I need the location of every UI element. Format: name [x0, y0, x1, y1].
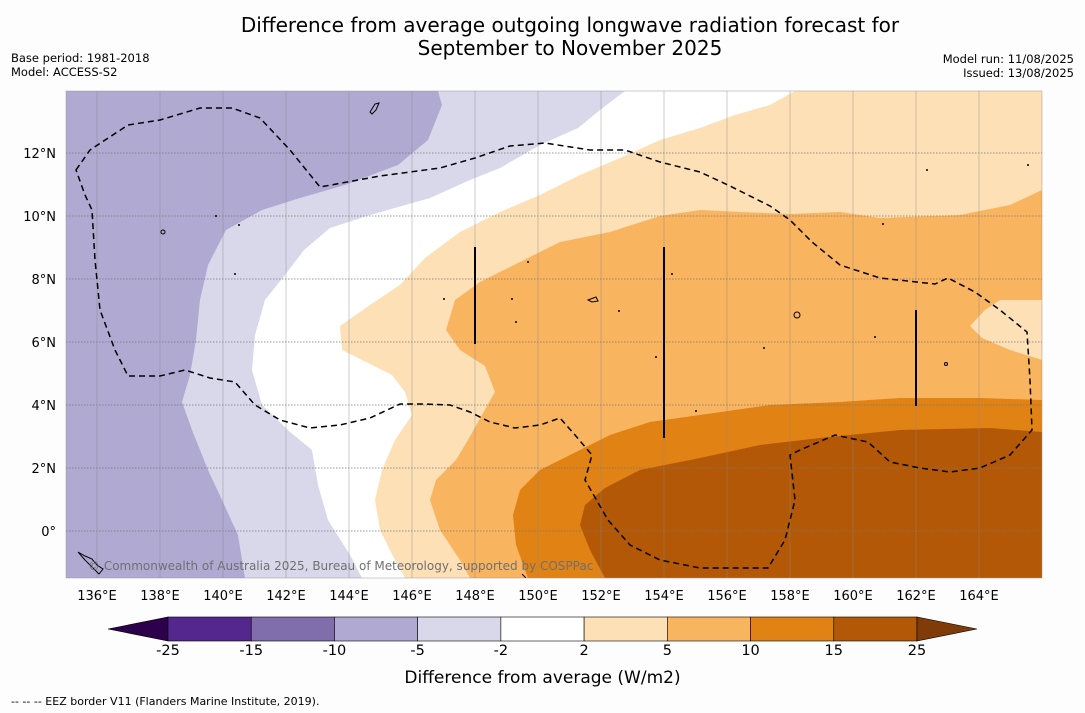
map-title: Difference from average outgoing longwav…	[0, 14, 1085, 60]
colorbar-segment	[250, 616, 335, 642]
colorbar-extend-low	[107, 616, 169, 642]
lat-label: 10°N	[23, 210, 56, 225]
lat-label: 0°	[41, 525, 56, 540]
base-period: Base period: 1981-2018	[11, 51, 150, 65]
lat-label: 2°N	[32, 462, 57, 477]
positive-15-band	[580, 428, 1042, 578]
lat-label: 12°N	[23, 147, 56, 162]
lon-label: 158°E	[770, 589, 810, 604]
eez-footnote: -- -- -- EEZ border V11 (Flanders Marine…	[11, 695, 320, 708]
colorbar-tick-label: 10	[741, 643, 760, 659]
colorbar-segment	[500, 616, 585, 642]
meta-right: Model run: 11/08/2025 Issued: 13/08/2025	[943, 52, 1074, 80]
colorbar-tick-label: 5	[662, 643, 672, 659]
lon-label: 162°E	[896, 589, 936, 604]
lon-label: 138°E	[140, 589, 180, 604]
lon-label: 144°E	[329, 589, 369, 604]
lon-label: 160°E	[833, 589, 873, 604]
lon-label: 148°E	[455, 589, 495, 604]
lon-label: 156°E	[707, 589, 747, 604]
lon-label: 140°E	[203, 589, 243, 604]
colorbar-tick-label: -2	[493, 643, 509, 659]
islands	[77, 102, 948, 578]
eez-border-west	[75, 107, 1033, 569]
title-line-2: September to November 2025	[417, 36, 723, 60]
colorbar-segment	[334, 616, 418, 642]
lon-label: 146°E	[392, 589, 432, 604]
colorbar-extend-high	[916, 616, 978, 642]
map-plot-area: © Commonwealth of Australia 2025, Bureau…	[66, 91, 1042, 578]
island-dots	[215, 164, 1029, 412]
colorbar-segment	[750, 616, 835, 642]
gridlines	[66, 152, 1042, 532]
longitude-labels: 136°E 138°E 140°E 142°E 144°E 146°E 148°…	[77, 589, 999, 604]
lon-label: 164°E	[959, 589, 999, 604]
colorbar	[107, 616, 978, 642]
lon-label: 154°E	[644, 589, 684, 604]
lon-label: 152°E	[581, 589, 621, 604]
lon-label: 136°E	[77, 589, 117, 604]
colorbar-tick-label: 15	[824, 643, 843, 659]
lat-label: 6°N	[32, 336, 57, 351]
colorbar-tick-label: 25	[907, 643, 927, 659]
copyright-text: © Commonwealth of Australia 2025, Bureau…	[88, 559, 593, 573]
colorbar-title: Difference from average (W/m2)	[404, 668, 681, 688]
colorbar-tick-label: -25	[156, 643, 180, 659]
lon-label: 150°E	[518, 589, 558, 604]
colorbar-segment	[667, 616, 751, 642]
meta-left: Base period: 1981-2018 Model: ACCESS-S2	[11, 51, 150, 79]
colorbar-tick-label: -10	[322, 643, 347, 659]
model-run: Model run: 11/08/2025	[942, 52, 1074, 66]
lat-label: 4°N	[32, 399, 57, 414]
colorbar-segment	[167, 616, 252, 642]
issued-date: Issued: 13/08/2025	[963, 66, 1074, 80]
colorbar-segment	[833, 616, 918, 642]
lon-label: 142°E	[266, 589, 306, 604]
colorbar-tick-label: 2	[579, 643, 589, 659]
colorbar-tick-label: -5	[410, 643, 425, 659]
map-frame	[65, 90, 1043, 579]
colorbar-segment	[417, 616, 502, 642]
latitude-labels: 12°N 10°N 8°N 6°N 4°N 2°N 0°	[23, 147, 56, 540]
lat-label: 8°N	[32, 273, 57, 288]
model-name: Model: ACCESS-S2	[11, 65, 118, 79]
colorbar-segment	[583, 616, 668, 642]
title-line-1: Difference from average outgoing longwav…	[240, 13, 900, 37]
colorbar-tick-label: -15	[239, 643, 264, 659]
